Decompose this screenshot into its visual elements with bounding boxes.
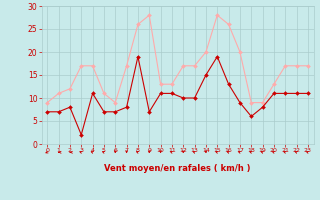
X-axis label: Vent moyen/en rafales ( km/h ): Vent moyen/en rafales ( km/h ) — [104, 164, 251, 173]
